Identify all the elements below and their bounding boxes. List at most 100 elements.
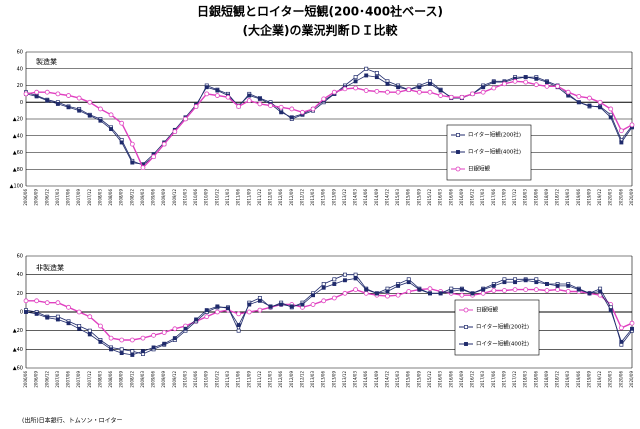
marker [449, 289, 454, 294]
marker [98, 339, 103, 344]
marker [76, 95, 82, 101]
marker [108, 335, 114, 341]
marker [161, 141, 167, 147]
x-tick-label: 2009/12 [172, 189, 177, 206]
x-tick-label: 2011/03 [225, 371, 230, 388]
y-tick-label: 40 [17, 66, 23, 72]
y-tick-label: 40 [17, 272, 23, 278]
marker [481, 85, 486, 90]
marker [214, 93, 220, 98]
marker [513, 280, 518, 285]
marker [172, 336, 177, 341]
x-tick-label: 2018/12 [555, 189, 560, 206]
marker [353, 79, 358, 84]
x-tick-label: 2010/03 [182, 371, 187, 388]
x-tick-label: 2011/06 [236, 189, 241, 206]
x-tick-label: 2013/06 [321, 371, 326, 388]
x-tick-label: 2006/12 [44, 371, 49, 388]
x-tick-label: 2014/03 [353, 371, 358, 388]
marker [236, 323, 241, 328]
legend-label: ロイター短観(400社) [468, 148, 521, 156]
x-tick-label: 2009/06 [151, 371, 156, 388]
x-tick-label: 2020/06 [618, 371, 623, 388]
marker [226, 306, 230, 311]
marker [416, 89, 422, 95]
marker [598, 105, 603, 110]
x-tick-label: 2020/03 [608, 189, 613, 206]
x-tick-label: 2020/09 [629, 189, 634, 206]
y-tick-label: 60 [17, 50, 23, 56]
marker [534, 280, 539, 285]
x-tick-label: 2012/06 [278, 189, 283, 206]
x-tick-label: 2011/03 [225, 189, 230, 206]
marker [183, 326, 188, 331]
legend-label: 日銀短観 [468, 165, 491, 173]
marker [34, 298, 40, 304]
marker [374, 75, 379, 80]
marker [363, 88, 369, 93]
x-tick-label: 2018/03 [523, 189, 528, 206]
marker [533, 287, 539, 293]
marker [544, 83, 550, 89]
series-line [25, 68, 633, 166]
marker [464, 325, 468, 329]
marker [417, 85, 422, 90]
x-tick-label: 2008/09 [119, 189, 124, 206]
marker [268, 103, 273, 108]
marker [193, 104, 199, 109]
x-tick-label: 2008/06 [108, 371, 113, 388]
x-tick-label: 2006/09 [34, 189, 39, 206]
x-tick-label: 2014/12 [384, 371, 389, 388]
legend-label: ロイター短観(400社) [476, 340, 529, 348]
x-tick-label: 2017/03 [480, 189, 485, 206]
marker [204, 308, 209, 313]
marker [608, 308, 613, 313]
legend-label: ロイター短観(200社) [476, 323, 529, 331]
marker [512, 287, 518, 293]
x-tick-label: 2007/06 [66, 189, 71, 206]
x-tick-label: 2011/06 [236, 371, 241, 388]
marker [364, 73, 369, 78]
x-tick-label: 2012/09 [289, 371, 294, 388]
marker [428, 81, 432, 86]
y-tick-label: 0 [20, 310, 23, 316]
y-tick-label: ▲60 [13, 150, 23, 156]
x-tick-label: 2008/03 [97, 189, 102, 206]
marker [129, 337, 135, 343]
marker [523, 75, 528, 80]
x-tick-label: 2010/09 [204, 371, 209, 388]
marker [342, 86, 348, 92]
x-tick-label: 2012/06 [278, 371, 283, 388]
x-tick-label: 2010/12 [214, 189, 219, 206]
marker [109, 347, 114, 352]
marker [587, 291, 592, 296]
marker [428, 291, 432, 296]
x-tick-label: 2013/03 [310, 189, 315, 206]
x-tick-label: 2016/12 [470, 189, 475, 206]
marker [502, 288, 507, 293]
marker [464, 342, 468, 346]
marker [406, 87, 412, 93]
x-tick-label: 2019/12 [597, 371, 602, 388]
marker [597, 99, 603, 105]
marker [455, 166, 461, 172]
marker [364, 66, 369, 71]
marker [55, 317, 60, 322]
x-tick-label: 2011/09 [246, 189, 251, 206]
x-tick-label: 2016/09 [459, 371, 464, 388]
x-tick-label: 2008/12 [129, 189, 134, 206]
marker [353, 75, 358, 80]
marker [332, 277, 337, 282]
x-tick-label: 2007/09 [76, 371, 81, 388]
marker [119, 347, 124, 352]
marker [374, 88, 380, 94]
x-tick-label: 2007/03 [55, 189, 60, 206]
marker [629, 320, 635, 326]
marker [172, 326, 178, 332]
y-tick-label: ▲100 [10, 184, 23, 190]
marker [523, 278, 528, 283]
series-line [25, 277, 633, 356]
marker [119, 351, 124, 356]
marker [172, 129, 178, 134]
marker [66, 105, 71, 110]
